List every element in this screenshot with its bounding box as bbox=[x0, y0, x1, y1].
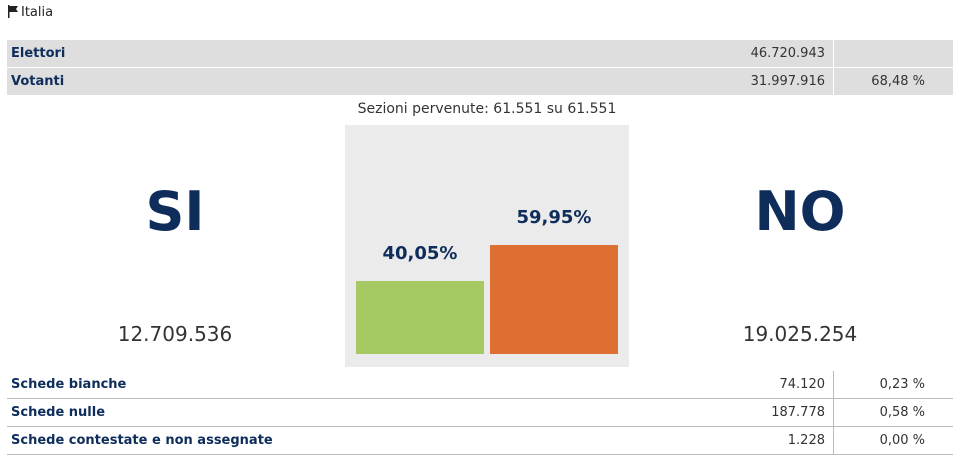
row-label: Schede nulle bbox=[11, 405, 106, 420]
row-percent: 68,48 % bbox=[871, 74, 925, 89]
row-label: Elettori bbox=[11, 46, 66, 61]
footer-row: Schede bianche 74.120 0,23 % bbox=[7, 371, 953, 399]
footer-row: Schede nulle 187.778 0,58 % bbox=[7, 399, 953, 427]
row-percent: 0,00 % bbox=[879, 433, 925, 448]
location-title: Italia bbox=[21, 5, 54, 20]
row-label: Schede contestate e non assegnate bbox=[11, 433, 273, 448]
yes-label: SI bbox=[145, 180, 205, 243]
row-label: Schede bianche bbox=[11, 377, 127, 392]
row-value: 46.720.943 bbox=[750, 46, 825, 61]
footer-row: Schede contestate e non assegnate 1.228 … bbox=[7, 427, 953, 455]
sections-note: Sezioni pervenute: 61.551 su 61.551 bbox=[357, 101, 617, 117]
yes-votes: 12.709.536 bbox=[117, 322, 233, 346]
bar-value-label: 59,95% bbox=[516, 206, 592, 228]
no-votes: 19.025.254 bbox=[742, 322, 858, 346]
row-value: 74.120 bbox=[779, 377, 826, 392]
bar-chart: 40,05% 59,95% bbox=[345, 125, 629, 367]
summary-row: Elettori 46.720.943 bbox=[7, 40, 953, 67]
row-percent: 0,23 % bbox=[879, 377, 925, 392]
row-value: 187.778 bbox=[771, 405, 825, 420]
row-value: 31.997.916 bbox=[750, 74, 825, 89]
bar bbox=[356, 281, 484, 354]
summary-row: Votanti 31.997.916 68,48 % bbox=[7, 68, 953, 95]
bar bbox=[490, 244, 618, 354]
row-percent: 0,58 % bbox=[879, 405, 925, 420]
bar-value-label: 40,05% bbox=[382, 243, 458, 265]
row-label: Votanti bbox=[11, 74, 65, 89]
row-value: 1.228 bbox=[787, 433, 825, 448]
no-label: NO bbox=[754, 180, 846, 243]
flag-icon bbox=[8, 5, 18, 18]
